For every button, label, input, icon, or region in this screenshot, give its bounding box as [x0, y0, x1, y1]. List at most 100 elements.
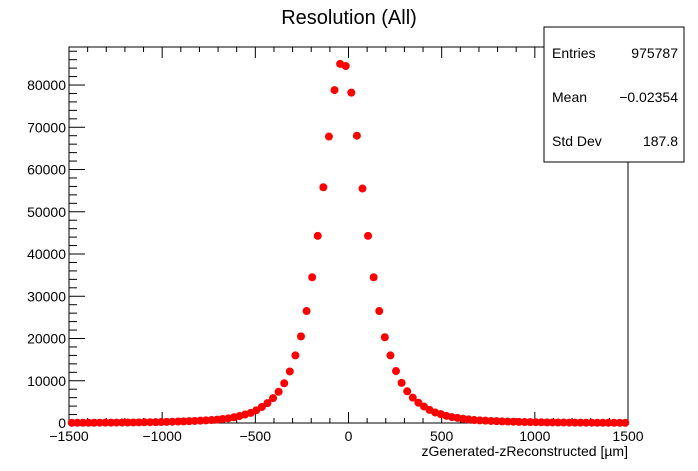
data-point: [492, 417, 501, 426]
y-tick-label: 20000: [27, 331, 66, 347]
x-tick-label: −1500: [49, 428, 89, 444]
data-point: [285, 367, 294, 376]
data-point: [403, 387, 412, 396]
y-tick-label: 10000: [27, 373, 66, 389]
data-point: [324, 132, 333, 141]
data-point: [621, 418, 630, 427]
data-point: [397, 378, 406, 387]
data-point: [146, 418, 155, 427]
y-tick-label: 70000: [27, 119, 66, 135]
stats-mean-value: −0.02354: [619, 89, 678, 105]
data-point: [487, 416, 496, 425]
data-point: [509, 417, 518, 426]
data-point: [263, 399, 272, 408]
data-point: [593, 418, 602, 427]
data-point: [380, 333, 389, 342]
data-point: [347, 88, 356, 97]
data-point: [296, 332, 305, 341]
x-tick-label: −1000: [143, 428, 183, 444]
data-point: [352, 131, 361, 140]
data-point: [375, 307, 384, 316]
x-tick-label: 500: [430, 428, 454, 444]
data-point: [330, 86, 339, 95]
data-point: [90, 418, 99, 427]
x-tick-labels: −1500 −1000 −500 0 500 1000 1500: [49, 428, 643, 444]
y-tick-label: 30000: [27, 288, 66, 304]
y-tick-label: 60000: [27, 162, 66, 178]
data-point: [140, 418, 149, 427]
data-point: [118, 418, 127, 427]
x-tick-label: 1500: [612, 428, 643, 444]
y-tick-label: 50000: [27, 204, 66, 220]
data-point: [392, 367, 401, 376]
data-point: [503, 417, 512, 426]
data-point: [162, 417, 171, 426]
data-point: [358, 184, 367, 193]
data-point: [408, 393, 417, 402]
data-point: [548, 418, 557, 427]
data-point: [364, 231, 373, 240]
data-point: [274, 387, 283, 396]
data-point: [526, 418, 535, 427]
data-point: [386, 351, 395, 360]
data-point: [615, 418, 624, 427]
data-point: [84, 418, 93, 427]
data-point: [537, 418, 546, 427]
data-point: [168, 417, 177, 426]
data-point: [112, 418, 121, 427]
stats-stddev-value: 187.8: [643, 133, 678, 149]
data-point: [67, 418, 76, 427]
stats-box-frame: [543, 26, 685, 163]
data-point: [123, 418, 132, 427]
data-point: [554, 418, 563, 427]
data-point: [101, 418, 110, 427]
data-point: [78, 418, 87, 427]
y-tick-label: 40000: [27, 246, 66, 262]
data-point: [576, 418, 585, 427]
data-point: [604, 418, 613, 427]
data-point: [559, 418, 568, 427]
y-tick-labels: 0 10000 20000 30000 40000 50000 60000 70000 8000…: [27, 77, 66, 431]
data-point: [341, 62, 350, 71]
data-point: [520, 417, 529, 426]
stats-box: Entries 975787 Mean −0.02354 Std Dev 187…: [543, 26, 685, 163]
data-point: [542, 418, 551, 427]
data-point: [587, 418, 596, 427]
data-point: [515, 417, 523, 426]
data-point: [610, 418, 619, 427]
data-point: [570, 418, 579, 427]
data-point: [582, 418, 591, 427]
data-point: [280, 379, 289, 388]
data-point: [308, 273, 317, 282]
data-point: [269, 394, 278, 403]
stats-entries-value: 975787: [631, 45, 678, 61]
data-point: [313, 231, 322, 240]
data-point: [531, 418, 540, 427]
data-point: [106, 418, 115, 427]
chart-title: Resolution (All): [281, 7, 417, 29]
data-point: [369, 273, 378, 282]
x-tick-label: −500: [240, 428, 272, 444]
data-point: [498, 417, 507, 426]
data-point: [414, 398, 423, 407]
data-point: [565, 418, 574, 427]
x-tick-label: 1000: [519, 428, 550, 444]
data-point: [174, 417, 182, 426]
data-point: [134, 418, 143, 427]
stats-mean-label: Mean: [552, 89, 587, 105]
data-point: [291, 351, 300, 360]
data-point: [598, 418, 607, 427]
x-tick-label: 0: [345, 428, 353, 444]
stats-entries-label: Entries: [552, 45, 596, 61]
stats-stddev-label: Std Dev: [552, 133, 602, 149]
data-point: [95, 418, 104, 427]
data-point: [257, 402, 266, 411]
data-point: [185, 417, 194, 426]
data-point: [151, 418, 160, 427]
data-point: [319, 183, 328, 192]
y-tick-label: 0: [58, 415, 66, 431]
data-point: [129, 418, 138, 427]
data-point: [73, 418, 82, 427]
data-point: [302, 307, 311, 316]
